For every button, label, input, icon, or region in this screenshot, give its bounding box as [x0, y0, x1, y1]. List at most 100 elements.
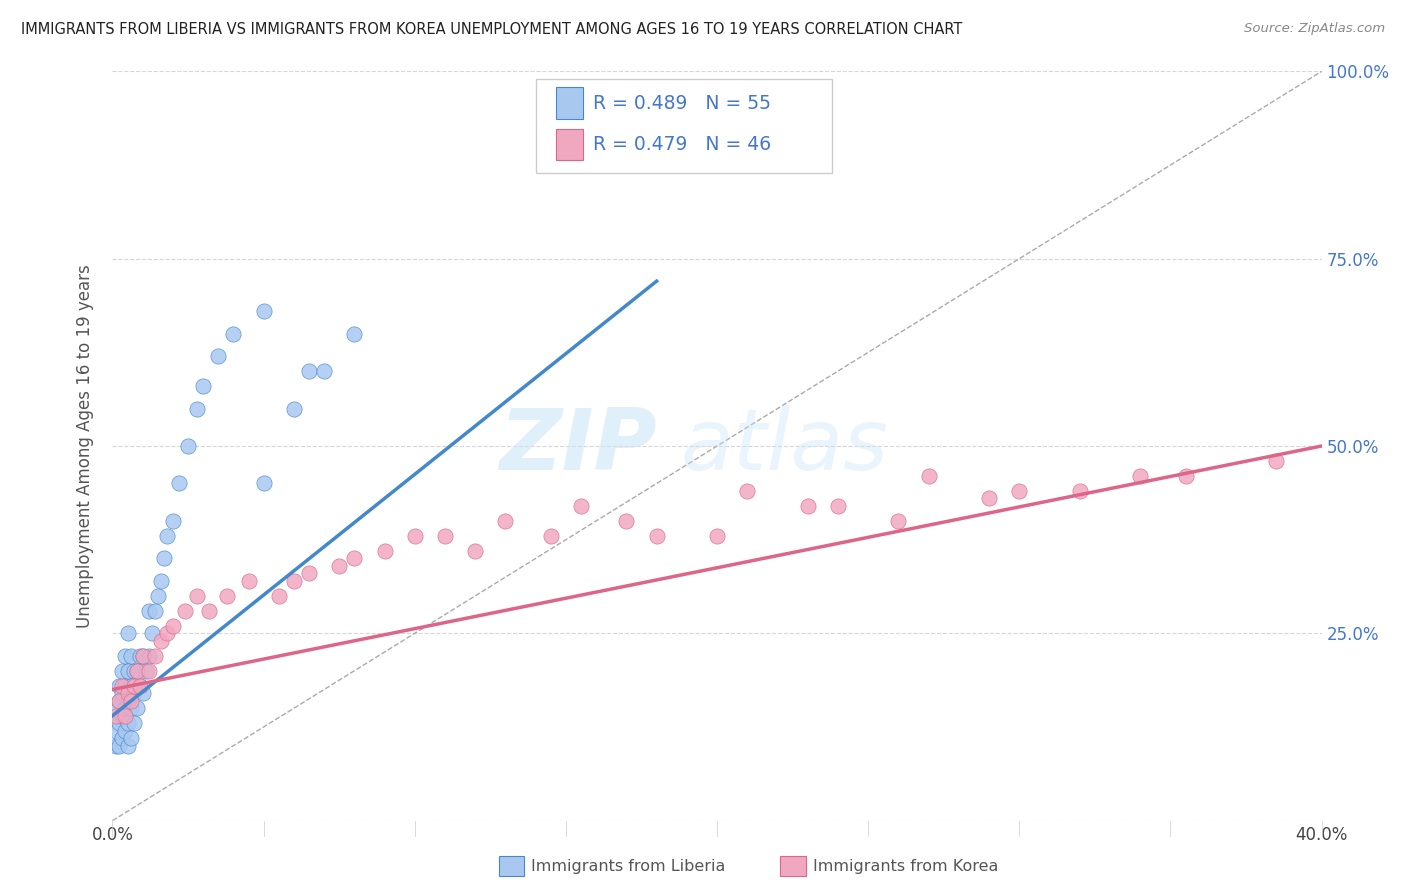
- Point: [122, 679, 145, 693]
- Point: [117, 626, 139, 640]
- Text: R = 0.479   N = 46: R = 0.479 N = 46: [592, 135, 770, 154]
- Point: [141, 626, 163, 640]
- Point: [374, 544, 396, 558]
- Point: [404, 529, 426, 543]
- Point: [114, 701, 136, 715]
- Point: [132, 686, 155, 700]
- Point: [343, 551, 366, 566]
- Point: [146, 589, 169, 603]
- Point: [495, 514, 517, 528]
- Point: [107, 739, 129, 753]
- Point: [186, 401, 208, 416]
- FancyBboxPatch shape: [536, 78, 832, 172]
- Point: [298, 566, 321, 581]
- Point: [104, 723, 127, 738]
- Point: [153, 551, 176, 566]
- Text: ZIP: ZIP: [499, 404, 657, 488]
- Point: [117, 664, 139, 678]
- Point: [433, 529, 456, 543]
- Point: [114, 708, 136, 723]
- Point: [540, 529, 562, 543]
- Point: [1129, 469, 1152, 483]
- Point: [120, 694, 142, 708]
- Point: [314, 364, 336, 378]
- Point: [114, 723, 136, 738]
- Point: [132, 648, 155, 663]
- Point: [125, 664, 148, 678]
- Point: [343, 326, 366, 341]
- Point: [120, 701, 142, 715]
- Point: [283, 401, 305, 416]
- Point: [1265, 454, 1288, 468]
- Point: [1008, 483, 1031, 498]
- Point: [328, 558, 350, 573]
- Point: [706, 529, 728, 543]
- Point: [1174, 469, 1197, 483]
- Point: [143, 604, 166, 618]
- Point: [128, 648, 150, 663]
- Point: [298, 364, 321, 378]
- Point: [104, 708, 127, 723]
- Point: [138, 604, 160, 618]
- Text: Immigrants from Liberia: Immigrants from Liberia: [531, 859, 725, 873]
- Point: [253, 304, 276, 318]
- Point: [887, 514, 910, 528]
- Point: [918, 469, 941, 483]
- Point: [167, 476, 190, 491]
- Point: [191, 379, 214, 393]
- Point: [110, 731, 132, 746]
- Point: [162, 619, 184, 633]
- Point: [222, 326, 245, 341]
- Point: [827, 499, 849, 513]
- FancyBboxPatch shape: [557, 128, 583, 161]
- Point: [138, 648, 160, 663]
- Point: [120, 679, 142, 693]
- Point: [737, 483, 759, 498]
- Point: [122, 716, 145, 731]
- Point: [267, 589, 290, 603]
- Text: R = 0.489   N = 55: R = 0.489 N = 55: [592, 94, 770, 112]
- Point: [107, 694, 129, 708]
- Point: [110, 664, 132, 678]
- Point: [217, 589, 239, 603]
- Point: [156, 529, 179, 543]
- Point: [128, 679, 150, 693]
- Point: [174, 604, 197, 618]
- Point: [125, 664, 148, 678]
- Point: [117, 694, 139, 708]
- Point: [122, 686, 145, 700]
- Text: Immigrants from Korea: Immigrants from Korea: [813, 859, 998, 873]
- Point: [132, 648, 155, 663]
- Point: [120, 731, 142, 746]
- Point: [283, 574, 305, 588]
- Text: Source: ZipAtlas.com: Source: ZipAtlas.com: [1244, 22, 1385, 36]
- Point: [177, 439, 200, 453]
- Point: [569, 499, 592, 513]
- Point: [135, 664, 157, 678]
- FancyBboxPatch shape: [557, 87, 583, 119]
- Point: [114, 648, 136, 663]
- Y-axis label: Unemployment Among Ages 16 to 19 years: Unemployment Among Ages 16 to 19 years: [76, 264, 94, 628]
- Point: [107, 679, 129, 693]
- Point: [117, 716, 139, 731]
- Point: [117, 686, 139, 700]
- Point: [122, 664, 145, 678]
- Point: [149, 574, 172, 588]
- Point: [104, 739, 127, 753]
- Point: [796, 499, 818, 513]
- Point: [198, 604, 221, 618]
- Point: [253, 476, 276, 491]
- Point: [1069, 483, 1091, 498]
- Point: [120, 648, 142, 663]
- Point: [162, 514, 184, 528]
- Point: [110, 708, 132, 723]
- Point: [110, 679, 132, 693]
- Point: [114, 679, 136, 693]
- Point: [645, 529, 668, 543]
- Point: [107, 694, 129, 708]
- Point: [616, 514, 638, 528]
- Point: [186, 589, 208, 603]
- Point: [125, 701, 148, 715]
- Point: [110, 686, 132, 700]
- Point: [138, 664, 160, 678]
